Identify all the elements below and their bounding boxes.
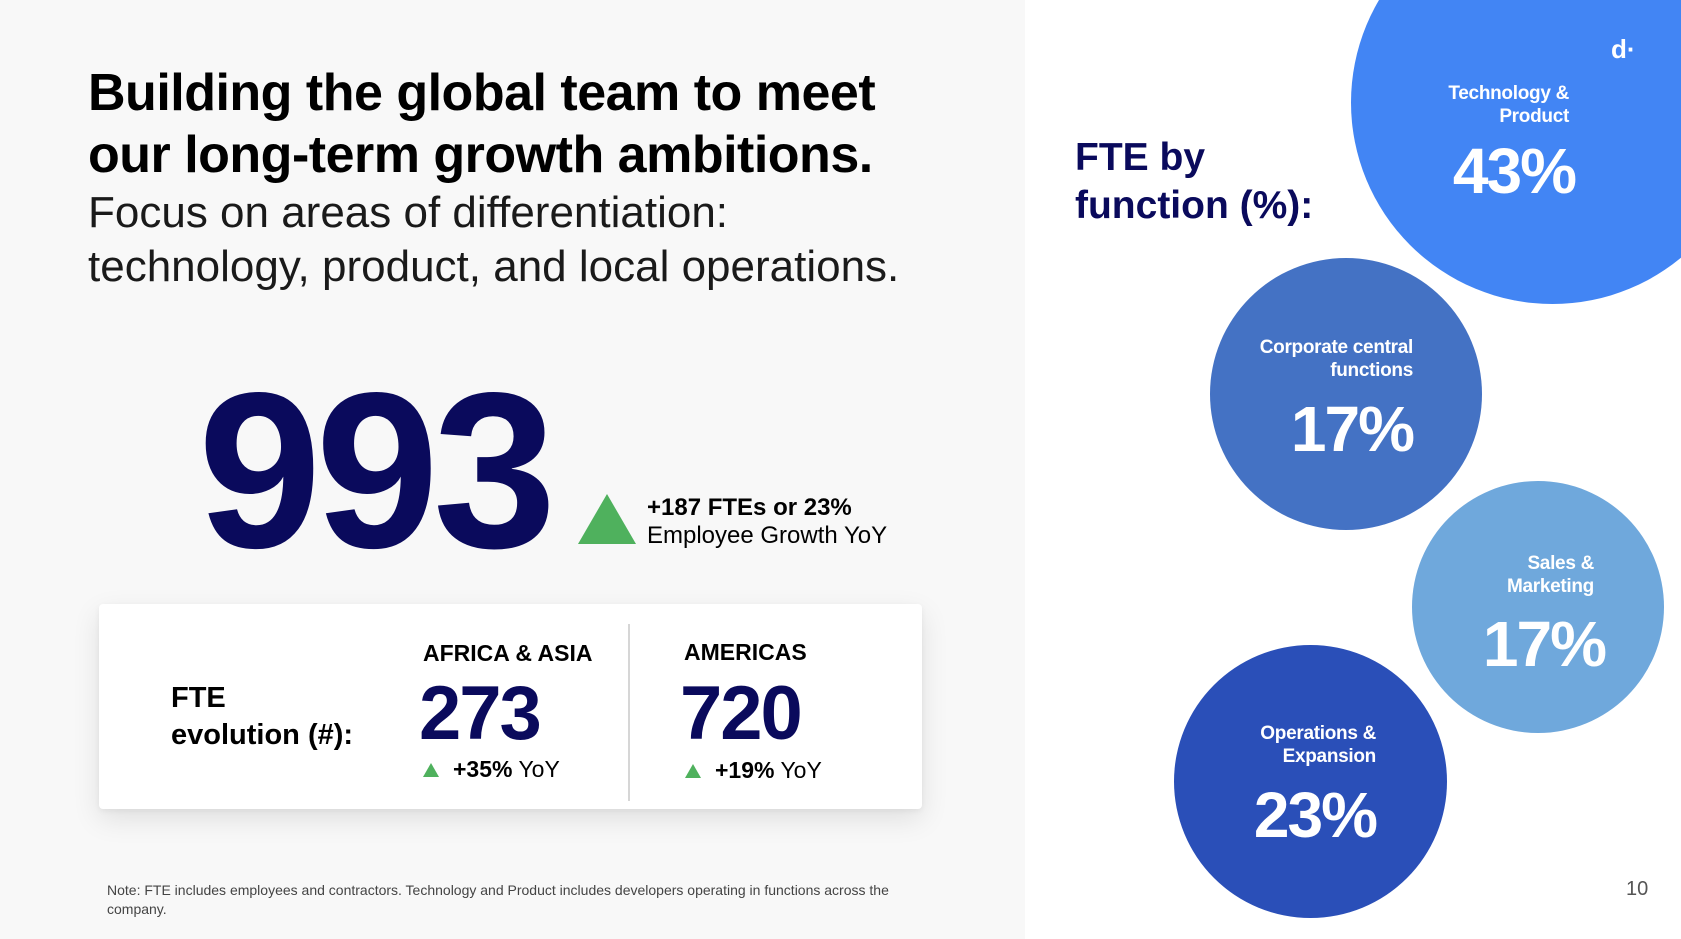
bubble-value-corporate-central-functions: 17% — [1290, 393, 1415, 465]
region-up-triangle-icon — [423, 763, 439, 777]
headline-line-1: Building the global team to meet — [88, 64, 876, 122]
total-fte-number: 993 — [198, 347, 556, 595]
fte-by-function-title: FTE by function (%): — [1075, 134, 1313, 230]
fte-evolution-label-line-1: FTE — [171, 682, 226, 714]
region-value-americas: 720 — [680, 671, 803, 756]
bubble-label-line-1: Operations & — [1260, 723, 1376, 744]
bubble-label-sales-marketing: Sales & Marketing — [1507, 552, 1594, 598]
bubble-sales-marketing — [1412, 481, 1664, 733]
region-name-africa-asia: AFRICA & ASIA — [423, 640, 593, 666]
fte-evolution-card: FTE evolution (#): AFRICA & ASIA 273 +35… — [99, 604, 922, 809]
growth-description: Employee Growth YoY — [647, 522, 888, 549]
headline: Building the global team to meet our lon… — [88, 62, 876, 186]
region-change-value: +35% — [453, 756, 513, 782]
region-change-americas: +19% YoY — [715, 757, 822, 784]
bubble-value-technology-product: 43% — [1452, 135, 1577, 207]
fte-by-function-title-line-2: function (%): — [1075, 184, 1314, 227]
bubble-label-line-2: Expansion — [1282, 746, 1377, 767]
card-divider — [628, 624, 630, 801]
bubble-label-line-1: Technology & — [1448, 83, 1569, 104]
region-up-triangle-icon — [685, 764, 701, 778]
bubble-label-line-1: Corporate central — [1259, 337, 1414, 358]
bubble-label-operations-expansion: Operations & Expansion — [1260, 722, 1376, 768]
company-logo: d· — [1611, 34, 1636, 64]
bubble-label-line-2: Product — [1499, 106, 1569, 127]
region-change-value: +19% — [715, 757, 775, 783]
fte-evolution-label-line-2: evolution (#): — [171, 719, 354, 751]
subheadline: Focus on areas of differentiation: techn… — [88, 186, 899, 294]
bubble-corporate-central-functions — [1210, 258, 1482, 530]
bubble-value-operations-expansion: 23% — [1253, 779, 1378, 851]
region-value-africa-asia: 273 — [419, 671, 542, 756]
bubble-operations-expansion — [1174, 645, 1447, 918]
region-change-suffix: YoY — [518, 756, 560, 782]
bubble-label-technology-product: Technology & Product — [1448, 82, 1569, 128]
fte-by-function-title-line-1: FTE by — [1075, 136, 1206, 179]
subheadline-line-2: technology, product, and local operation… — [88, 242, 900, 291]
growth-up-triangle-icon — [578, 494, 636, 544]
region-change-africa-asia: +35% YoY — [453, 756, 560, 783]
growth-headline: +187 FTEs or 23% — [647, 494, 852, 521]
page-number: 10 — [1626, 878, 1649, 900]
headline-line-2: our long-term growth ambitions. — [88, 126, 873, 184]
bubble-label-line-2: Marketing — [1506, 576, 1594, 597]
bubble-label-corporate-central-functions: Corporate central functions — [1259, 336, 1414, 382]
bubble-label-line-1: Sales & — [1527, 553, 1594, 574]
subheadline-line-1: Focus on areas of differentiation: — [88, 188, 729, 237]
footnote: Note: FTE includes employees and contrac… — [107, 882, 889, 917]
region-change-suffix: YoY — [780, 757, 822, 783]
bubble-value-sales-marketing: 17% — [1482, 608, 1607, 680]
region-name-americas: AMERICAS — [684, 639, 807, 665]
fte-evolution-label: FTE evolution (#): — [171, 680, 353, 754]
bubble-label-line-2: functions — [1330, 360, 1413, 381]
